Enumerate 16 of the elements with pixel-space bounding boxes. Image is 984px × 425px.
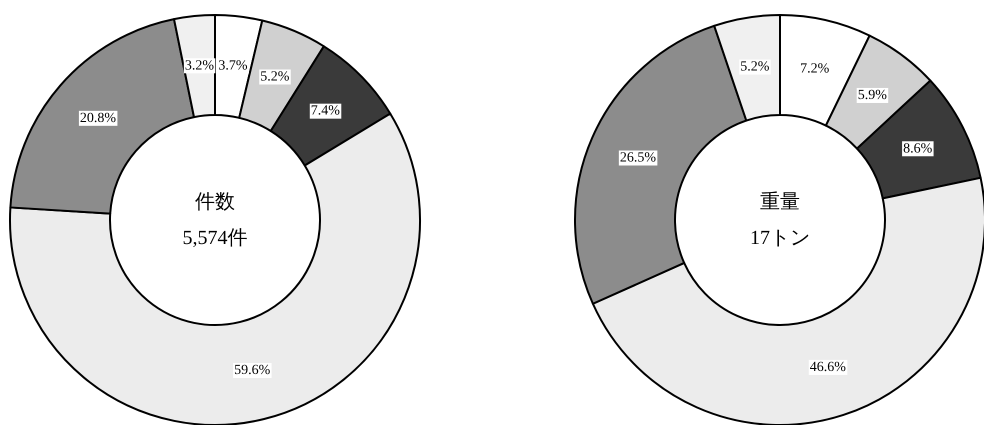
data-label: 5.9% <box>858 88 888 103</box>
text: 重量 <box>760 191 800 213</box>
data-label: 5.2% <box>260 70 290 85</box>
text: 件数 <box>195 191 235 213</box>
data-label: 46.6% <box>810 360 846 375</box>
data-label: 20.8% <box>80 110 116 126</box>
data-label: 59.6% <box>234 362 271 378</box>
data-label: 5.2% <box>740 60 770 75</box>
data-label: 7.2% <box>800 61 830 76</box>
data-label: 8.6% <box>903 141 933 156</box>
data-label: 26.5% <box>620 150 656 166</box>
text: 5,574件 <box>182 227 248 249</box>
data-label: 3.2% <box>184 58 214 74</box>
text: 17トン <box>750 227 810 249</box>
data-label: 3.7% <box>218 58 248 74</box>
data-label: 7.4% <box>310 104 340 119</box>
